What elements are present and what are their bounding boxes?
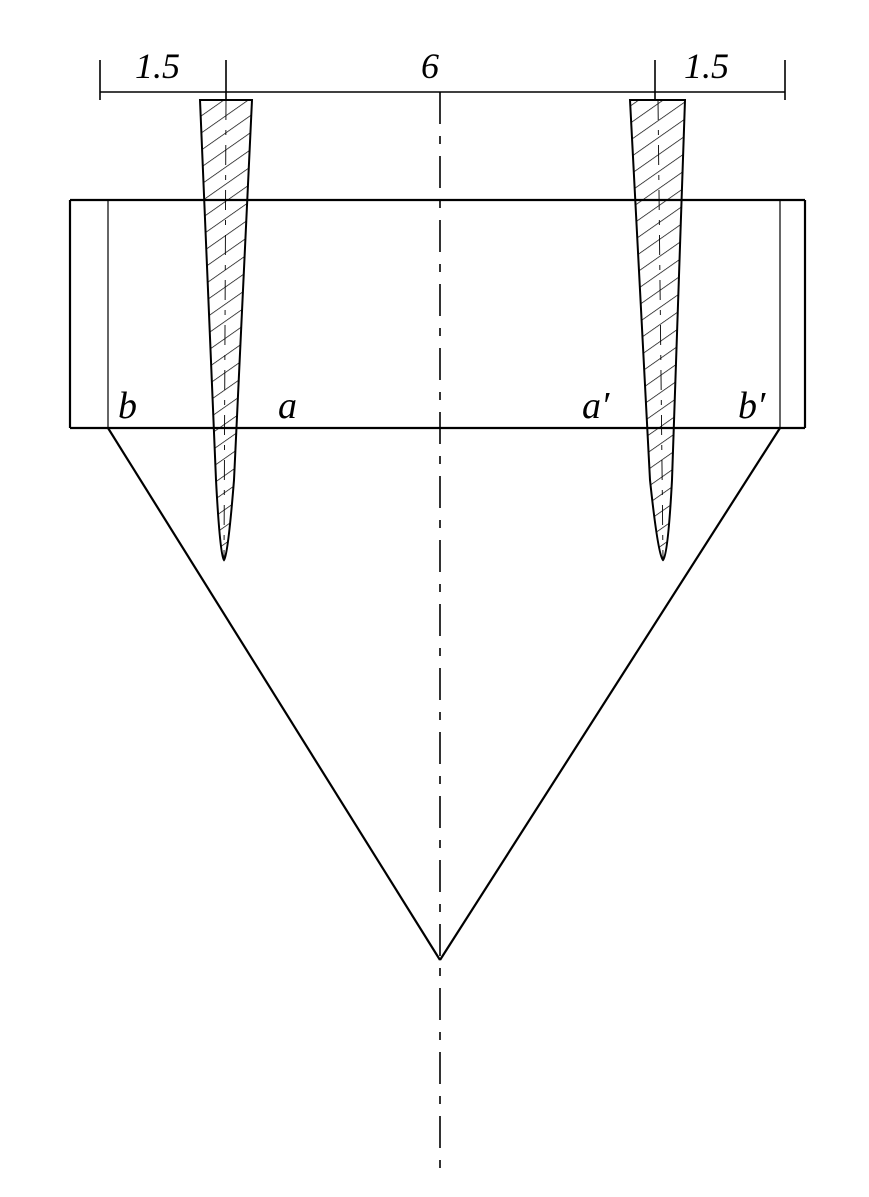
label-a: a <box>278 385 297 427</box>
right-nail <box>630 100 685 560</box>
block-outline <box>70 200 805 428</box>
dim-right-label: 1.5 <box>684 46 729 86</box>
label-b-prime: b′ <box>738 385 766 427</box>
dim-center-label: 6 <box>421 46 439 86</box>
label-b: b <box>118 385 137 427</box>
v-support <box>108 428 780 960</box>
dim-left-label: 1.5 <box>135 46 180 86</box>
technical-drawing: 1.5 6 1.5 b a a′ b′ <box>0 0 869 1197</box>
dimension-line <box>100 60 785 100</box>
label-a-prime: a′ <box>582 385 610 427</box>
left-nail <box>200 100 252 560</box>
